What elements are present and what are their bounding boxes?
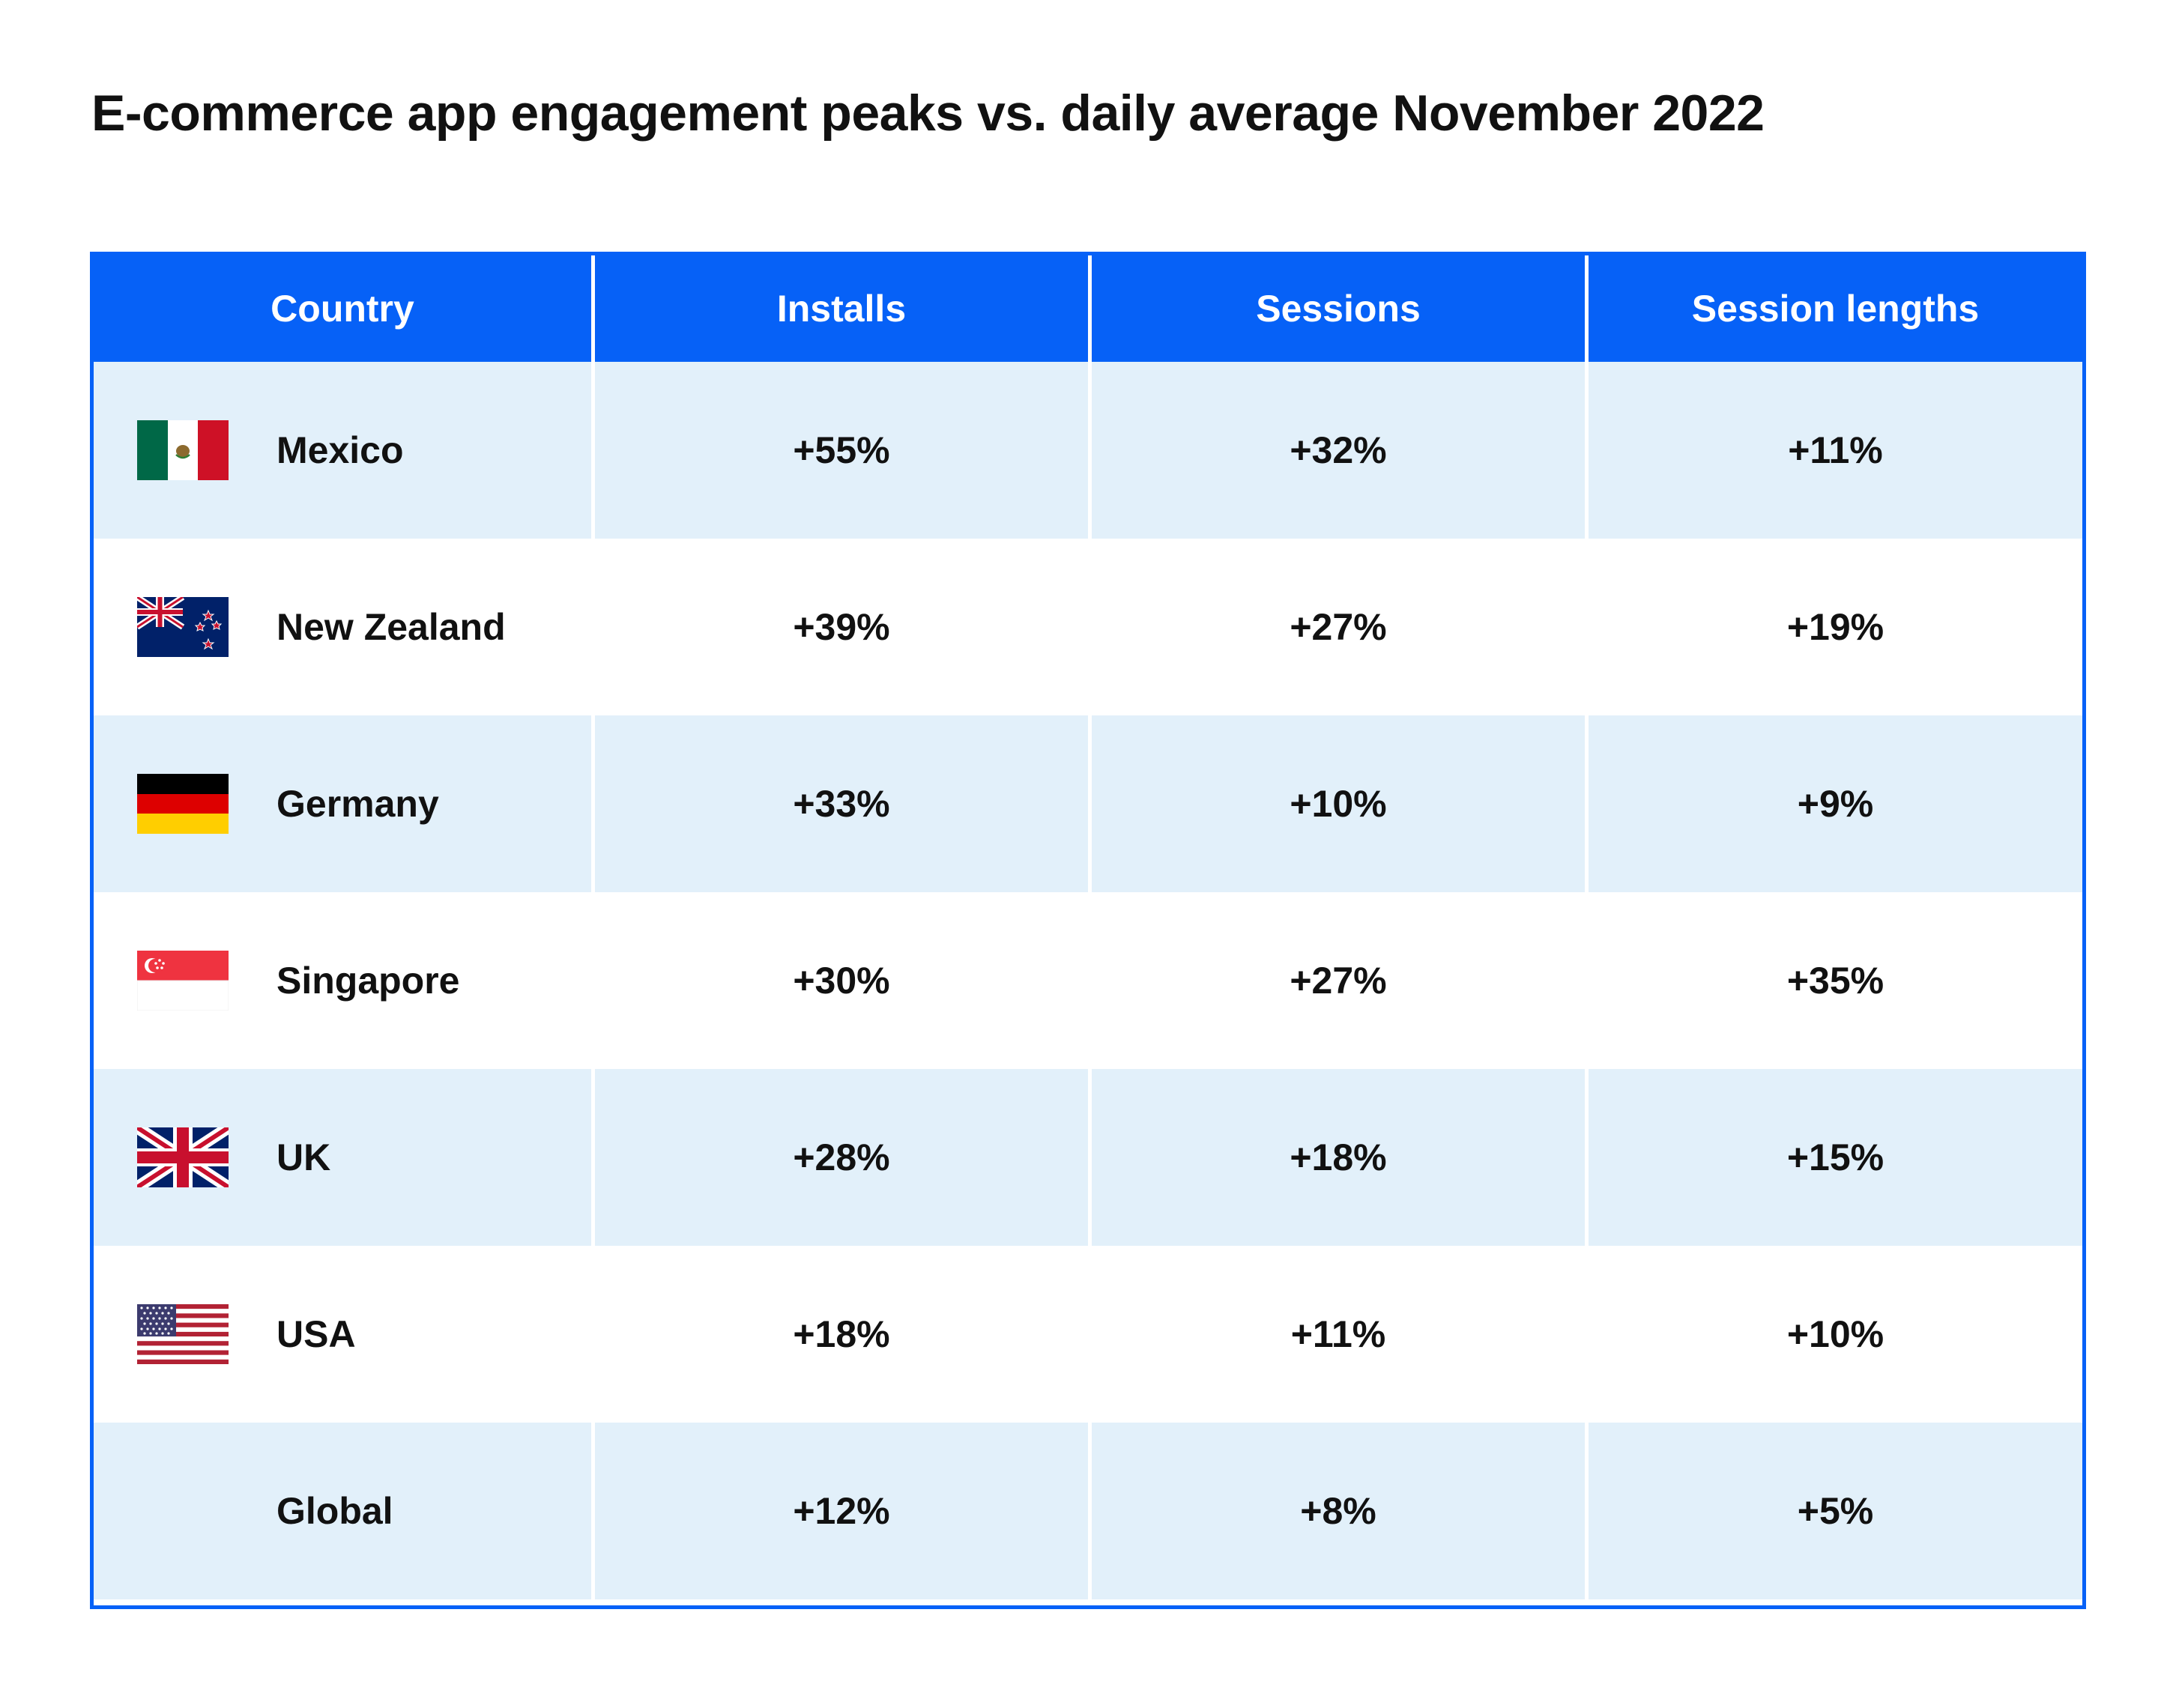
installs-value: +18% <box>591 1246 1088 1423</box>
installs-value: +39% <box>591 539 1088 715</box>
usa-flag-icon <box>137 1304 229 1364</box>
engagement-table: Country Installs Sessions Session length… <box>90 252 2086 1609</box>
session-lengths-value: +35% <box>1585 892 2082 1069</box>
session-lengths-value: +19% <box>1585 539 2082 715</box>
germany-flag-icon <box>137 774 229 834</box>
flag-spacer <box>137 1481 229 1541</box>
header-session-lengths: Session lengths <box>1585 255 2082 362</box>
country-name: Mexico <box>276 429 404 471</box>
mexico-flag-icon <box>137 420 229 480</box>
session-lengths-value: +5% <box>1585 1423 2082 1599</box>
page-title: E-commerce app engagement peaks vs. dail… <box>91 85 1765 142</box>
sessions-value: +18% <box>1088 1069 1585 1246</box>
country-name: Germany <box>276 783 439 825</box>
country-cell: New Zealand <box>94 539 591 715</box>
uk-flag-icon <box>137 1127 229 1187</box>
sessions-value: +32% <box>1088 362 1585 539</box>
installs-value: +55% <box>591 362 1088 539</box>
sessions-value: +11% <box>1088 1246 1585 1423</box>
country-name: USA <box>276 1313 356 1355</box>
country-name: UK <box>276 1136 331 1178</box>
header-country: Country <box>94 255 591 362</box>
country-cell: Germany <box>94 715 591 892</box>
table-grid: Country Installs Sessions Session length… <box>94 255 2082 1599</box>
country-cell: Singapore <box>94 892 591 1069</box>
header-sessions: Sessions <box>1088 255 1585 362</box>
session-lengths-value: +9% <box>1585 715 2082 892</box>
installs-value: +30% <box>591 892 1088 1069</box>
country-cell: USA <box>94 1246 591 1423</box>
header-installs: Installs <box>591 255 1088 362</box>
sessions-value: +8% <box>1088 1423 1585 1599</box>
country-name: New Zealand <box>276 606 506 648</box>
session-lengths-value: +10% <box>1585 1246 2082 1423</box>
country-cell: Mexico <box>94 362 591 539</box>
installs-value: +33% <box>591 715 1088 892</box>
sessions-value: +27% <box>1088 892 1585 1069</box>
installs-value: +12% <box>591 1423 1088 1599</box>
country-cell: Global <box>94 1423 591 1599</box>
singapore-flag-icon <box>137 951 229 1011</box>
country-cell: UK <box>94 1069 591 1246</box>
new-zealand-flag-icon <box>137 597 229 657</box>
installs-value: +28% <box>591 1069 1088 1246</box>
country-name: Singapore <box>276 960 460 1002</box>
session-lengths-value: +15% <box>1585 1069 2082 1246</box>
session-lengths-value: +11% <box>1585 362 2082 539</box>
sessions-value: +27% <box>1088 539 1585 715</box>
country-name: Global <box>276 1490 393 1532</box>
sessions-value: +10% <box>1088 715 1585 892</box>
